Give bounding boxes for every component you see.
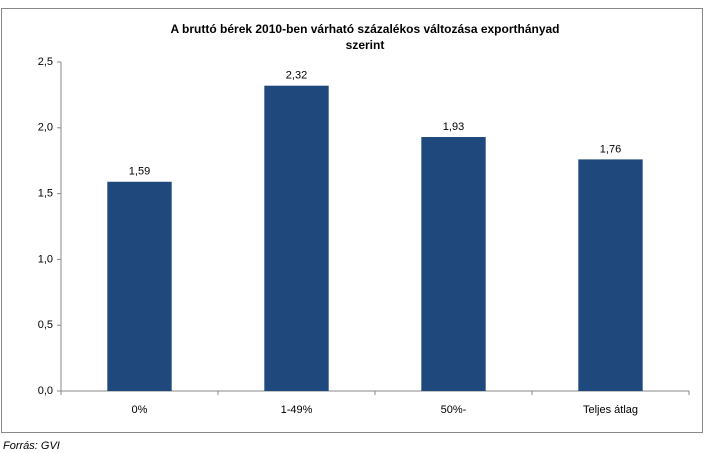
y-tick-label: 0,5 xyxy=(38,319,53,331)
data-label: 1,93 xyxy=(443,121,464,133)
x-tick-label: 0% xyxy=(132,404,148,416)
data-label: 1,76 xyxy=(600,143,621,155)
bar xyxy=(107,181,172,391)
y-tick-label: 0,0 xyxy=(38,385,53,397)
y-tick-label: 1,5 xyxy=(38,188,53,200)
source-note: Forrás: GVI xyxy=(3,440,60,452)
data-label: 1,59 xyxy=(129,166,150,178)
x-tick-label: 50%- xyxy=(441,404,467,416)
y-tick-label: 1,0 xyxy=(38,253,53,265)
bar xyxy=(264,85,329,392)
data-label: 2,32 xyxy=(286,70,307,82)
y-tick-label: 2,5 xyxy=(38,56,53,68)
bar xyxy=(421,137,486,391)
bar xyxy=(578,159,643,391)
y-tick-label: 2,0 xyxy=(38,122,53,134)
chart-title: A bruttó bérek 2010-ben várható százalék… xyxy=(170,22,559,36)
chart-title: szerint xyxy=(346,38,385,52)
x-tick-label: 1-49% xyxy=(281,404,313,416)
x-tick-label: Teljes átlag xyxy=(583,404,638,416)
